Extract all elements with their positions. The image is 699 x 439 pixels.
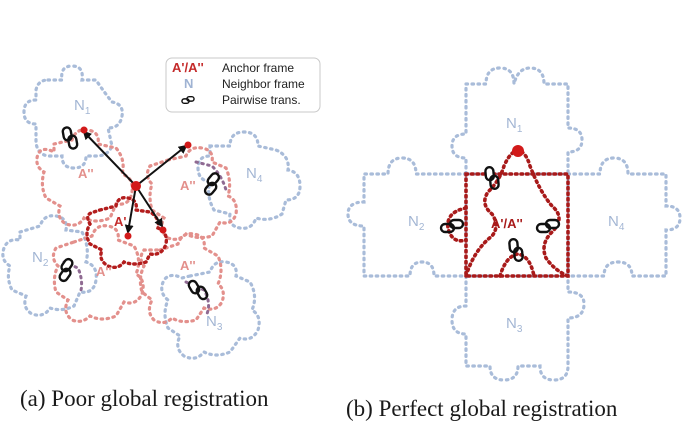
left-n3-label: N3 xyxy=(206,313,223,333)
right-n3-label: N3 xyxy=(506,315,523,335)
right-panel: N1 N2 N4 N3 A'/A'' (b) Perfect global re… xyxy=(346,66,682,421)
left-n1-label: N1 xyxy=(74,97,91,117)
left-anchor-a-prime-tile xyxy=(85,195,169,270)
right-n4-label: N4 xyxy=(608,213,625,233)
right-link-icon-left xyxy=(439,218,465,234)
right-anchor-left-lobe xyxy=(446,206,468,243)
right-link-icon-top xyxy=(483,165,501,191)
right-n2-label: N2 xyxy=(408,213,425,233)
left-link-icon-4 xyxy=(186,276,210,304)
left-anchor-tile-1 xyxy=(35,128,134,227)
legend-text-anchor: Anchor frame xyxy=(222,61,294,75)
legend-box xyxy=(165,57,321,113)
left-arrow-to-n1 xyxy=(82,130,137,187)
legend-key-anchor: A'/A'' xyxy=(172,60,204,75)
left-a-prime-point xyxy=(124,232,132,240)
left-arrow-to-n4 xyxy=(135,144,188,187)
left-anchor-3-point xyxy=(159,226,167,234)
left-arrow-to-a-prime xyxy=(124,185,137,234)
left-n4-label: N4 xyxy=(246,165,263,185)
legend-key-neighbor: N xyxy=(184,76,193,91)
left-center-point xyxy=(131,181,141,191)
right-caption: (b) Perfect global registration xyxy=(346,396,618,421)
right-anchor-label: A'/A'' xyxy=(491,216,523,231)
left-anchor-label-2: A'' xyxy=(180,178,196,193)
left-anchor-label-a-prime: A' xyxy=(114,214,126,229)
legend: A'/A'' Anchor frame N Neighbor frame Pai… xyxy=(165,57,321,113)
left-anchor-label-1: A'' xyxy=(78,166,94,181)
right-anchor-bottom-lobe xyxy=(498,252,536,278)
left-neighbor-n1-tile xyxy=(22,64,124,170)
legend-text-neighbor: Neighbor frame xyxy=(222,77,305,91)
left-anchor-label-3: A'' xyxy=(96,264,112,279)
left-n2-label: N2 xyxy=(32,249,49,269)
left-n1-point xyxy=(80,126,88,134)
left-anchor-tile-4 xyxy=(138,232,225,325)
right-anchor-point xyxy=(512,145,524,157)
left-anchor-label-4: A'' xyxy=(180,258,196,273)
right-anchor-inner-curve xyxy=(464,148,570,278)
legend-link-icon xyxy=(181,95,195,105)
left-anchor-tile-2 xyxy=(145,146,238,241)
left-neighbor-n2-tile xyxy=(1,214,98,317)
right-neighbor-n3-tile xyxy=(450,274,586,382)
left-link-icon-3 xyxy=(53,256,79,284)
left-caption: (a) Poor global registration xyxy=(20,386,269,411)
legend-text-pairwise: Pairwise trans. xyxy=(222,93,301,107)
left-neighbor-n3-tile xyxy=(160,260,261,360)
left-n4-point xyxy=(184,141,192,149)
left-link-icon-1 xyxy=(60,124,80,152)
right-neighbor-n4-tile xyxy=(566,156,682,278)
left-anchor-tile-3 xyxy=(51,224,145,323)
right-neighbor-n1-tile xyxy=(450,66,584,176)
right-n1-label: N1 xyxy=(506,115,523,135)
right-neighbor-n2-tile xyxy=(346,156,468,278)
left-arrow-to-anchor-3 xyxy=(135,185,164,228)
left-panel: N1 N4 N2 N3 A'' A'' A' A'' A'' (a) Poor … xyxy=(1,64,302,411)
